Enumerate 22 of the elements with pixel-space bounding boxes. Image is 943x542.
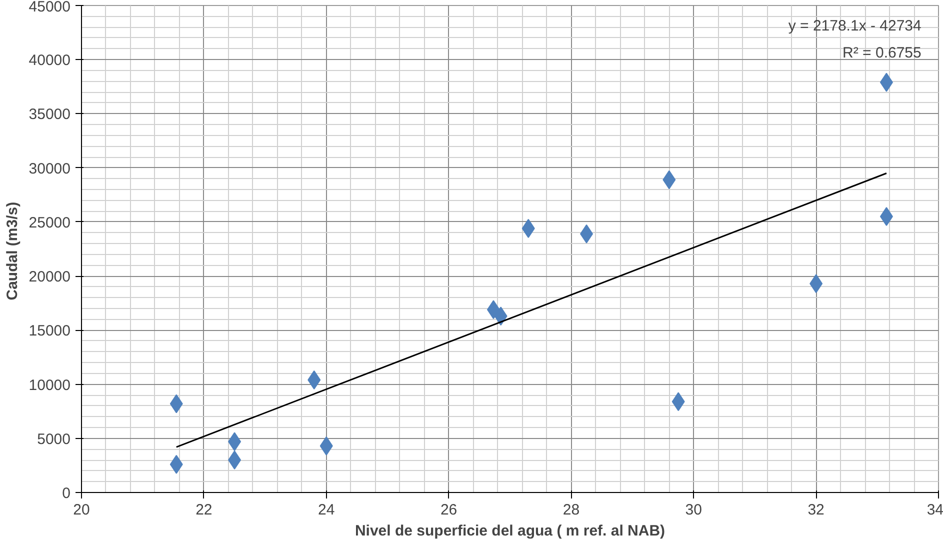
x-tick-label: 22 [196, 502, 212, 518]
x-tick-label: 26 [440, 502, 458, 518]
x-tick-label: 28 [562, 502, 580, 518]
y-tick-label: 30000 [28, 160, 71, 178]
x-tick-label: 34 [926, 502, 943, 518]
y-axis-title: Caudal (m3/s) [4, 202, 21, 300]
x-tick-label: 32 [808, 502, 824, 518]
x-tick-label: 30 [685, 502, 702, 518]
y-tick-label: 5000 [37, 430, 71, 448]
y-tick-label: 20000 [28, 268, 71, 286]
y-tick-label: 45000 [28, 0, 71, 16]
y-tick-label: 10000 [28, 376, 71, 394]
annotation: y = 2178.1x - 42734 [788, 18, 922, 35]
y-tick-label: 25000 [28, 214, 71, 232]
x-tick-label: 24 [318, 502, 335, 518]
y-tick-label: 35000 [28, 106, 71, 124]
x-tick-label: 20 [73, 502, 90, 518]
y-tick-label: 0 [62, 485, 70, 502]
y-tick-label: 40000 [28, 52, 71, 70]
y-tick-label: 15000 [28, 322, 71, 340]
x-axis-title: Nivel de superficie del agua ( m ref. al NAB) [354, 522, 666, 540]
annotation: R² = 0.6755 [842, 44, 922, 62]
